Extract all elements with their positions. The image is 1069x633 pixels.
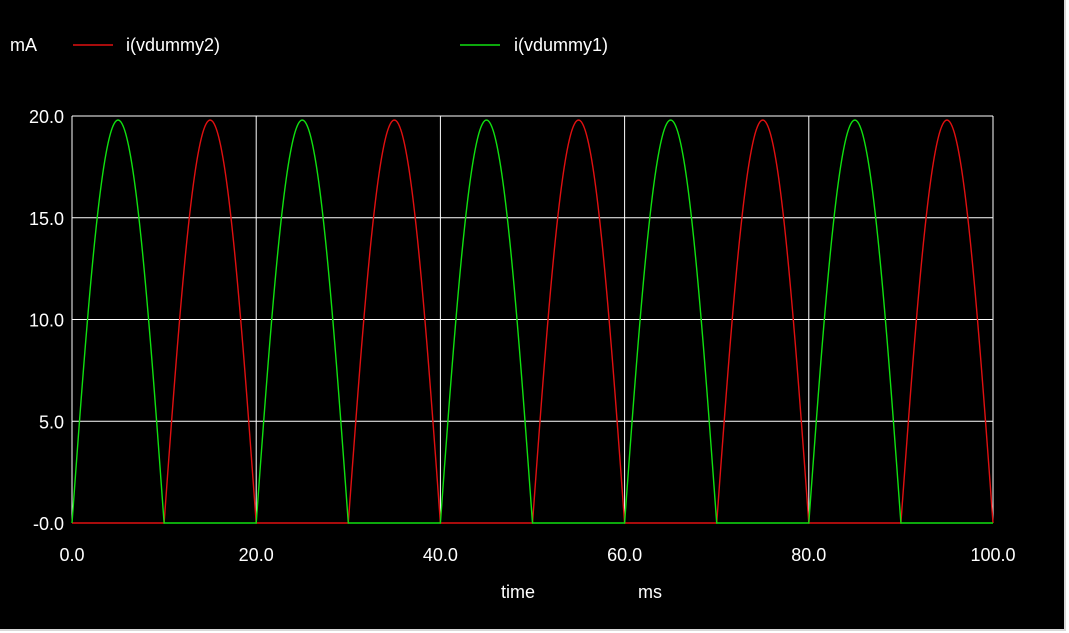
y-tick-label: 10.0 xyxy=(29,311,64,331)
legend-label-series-0: i(vdummy2) xyxy=(126,35,220,55)
x-tick-label: 40.0 xyxy=(423,545,458,565)
x-tick-label: 60.0 xyxy=(607,545,642,565)
y-tick-label: 5.0 xyxy=(39,412,64,432)
series-line-i(vdummy1) xyxy=(71,119,993,524)
y-unit-label: mA xyxy=(10,35,37,55)
legend-label-series-1: i(vdummy1) xyxy=(514,35,608,55)
grid xyxy=(71,115,994,524)
x-tick-label: 20.0 xyxy=(239,545,274,565)
y-tick-label: 15.0 xyxy=(29,209,64,229)
y-tick-label: -0.0 xyxy=(33,514,64,534)
x-unit-label: ms xyxy=(638,582,662,602)
x-axis-label: time xyxy=(501,582,535,602)
x-tick-label: 100.0 xyxy=(970,545,1015,565)
tick-labels: -0.0 5.0 10.0 15.0 20.0 0.0 20.0 40.0 60.0 80.0 10… xyxy=(29,107,1016,565)
series-layer xyxy=(71,119,994,524)
x-tick-label: 80.0 xyxy=(791,545,826,565)
series-line-i(vdummy2) xyxy=(72,119,994,524)
x-tick-label: 0.0 xyxy=(59,545,84,565)
y-tick-label: 20.0 xyxy=(29,107,64,127)
